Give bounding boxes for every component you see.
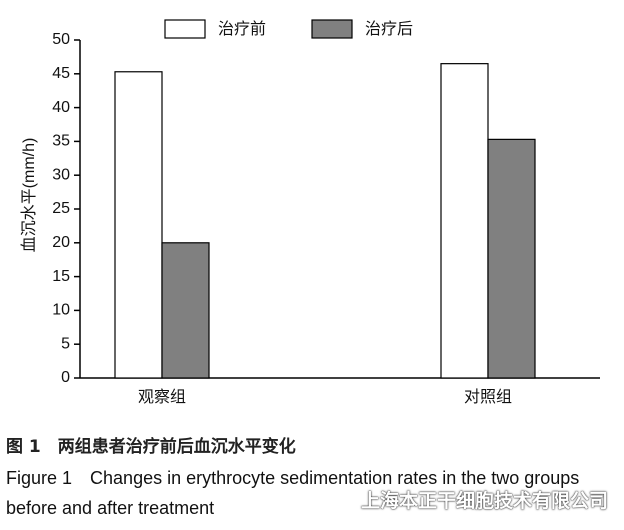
y-tick-label: 5	[61, 335, 70, 352]
y-tick-label: 30	[52, 166, 70, 183]
chart: 血沉水平(mm/h) 0 5 10 15 20 25 30 35 40 45 50 治疗前 治疗后观察组…	[20, 19, 600, 406]
y-tick-label: 10	[52, 302, 70, 319]
caption-cn: 图 1 两组患者治疗前后血沉水平变化	[6, 437, 296, 457]
legend-swatch	[164, 19, 206, 39]
bar	[440, 63, 489, 379]
legend-label: 治疗后	[365, 20, 413, 38]
bar	[487, 138, 536, 379]
y-tick-label: 0	[61, 369, 70, 386]
y-tick-label: 20	[52, 234, 70, 251]
y-tick-label: 25	[52, 200, 70, 217]
watermark: 上海本正干细胞技术有限公司	[360, 490, 608, 512]
y-tick-label: 35	[52, 133, 70, 150]
bar	[161, 242, 210, 379]
x-tick-label: 观察组	[138, 388, 186, 406]
y-axis-label: 血沉水平(mm/h)	[20, 138, 38, 253]
y-tick-label: 15	[52, 268, 70, 285]
y-tick-label: 50	[52, 31, 70, 48]
bar	[114, 71, 163, 379]
legend-label: 治疗前	[218, 20, 266, 38]
legend-swatch	[311, 19, 353, 39]
y-tick-label: 45	[52, 65, 70, 82]
y-tick-label: 40	[52, 99, 70, 116]
caption-en: Figure 1 Changes in erythrocyte sediment…	[6, 468, 580, 518]
x-tick-label: 对照组	[464, 388, 512, 406]
